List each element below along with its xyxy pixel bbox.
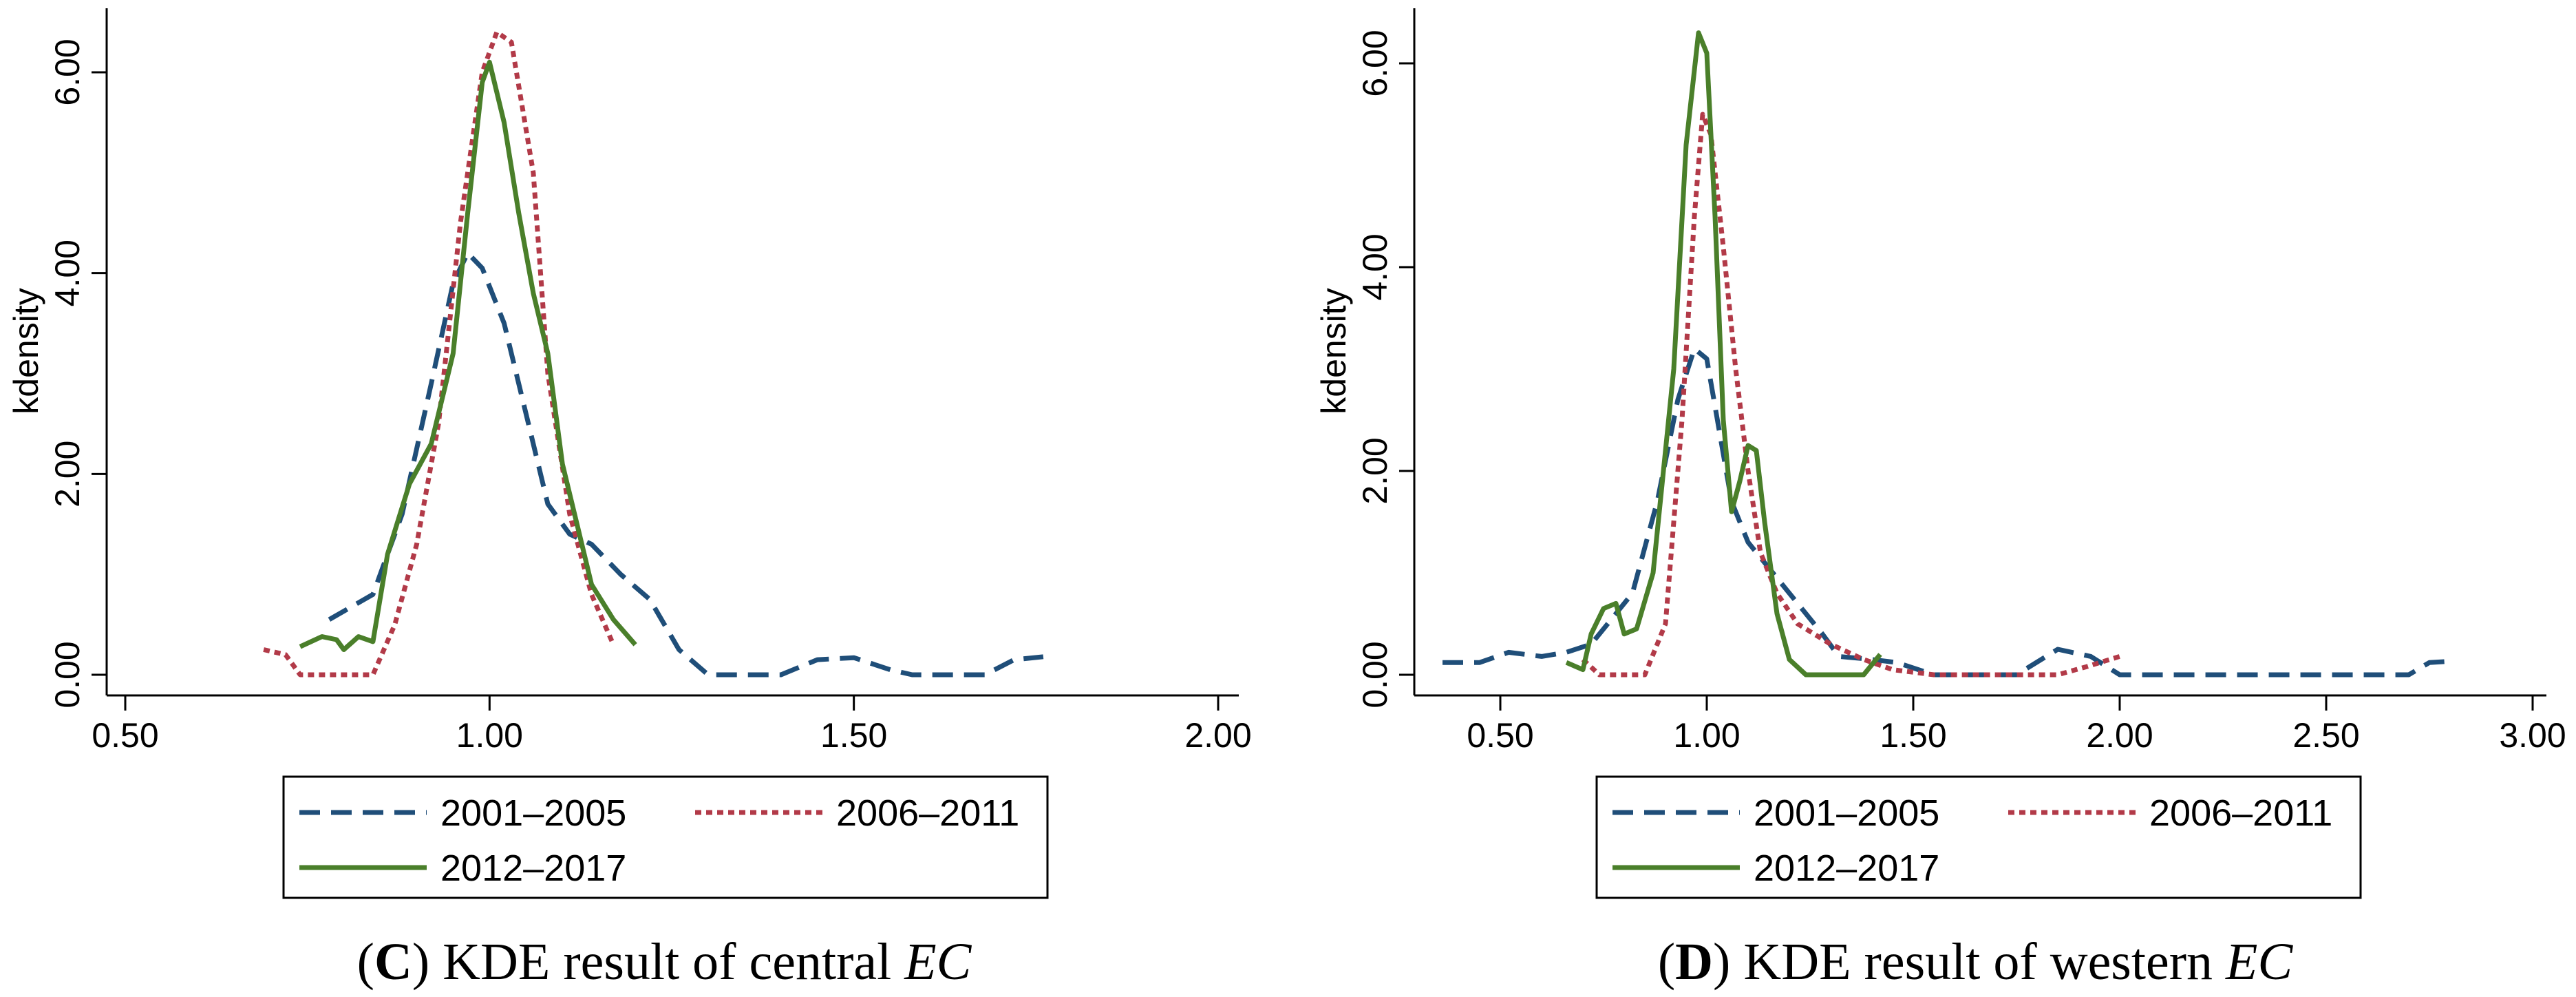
panel-d-x-tick-label-0-50: 0.50: [1467, 716, 1533, 755]
panel-c-legend-box: [282, 775, 1049, 899]
panel-d-legend: 2001–2005 2006–2011 2012–2017: [1595, 775, 2362, 899]
panel-c-x-ticks: 0.50 1.00 1.50 2.00: [92, 695, 1252, 755]
panel-d-x-tick-label-2-00: 2.00: [2086, 716, 2153, 755]
panel-d-y-tick-label-0-00: 0.00: [1356, 641, 1394, 708]
panel-d: 0.50 1.00 1.50 2.00 2.50 3.00 0.00 2.00 4.00 6.0…: [1314, 8, 2566, 991]
panel-d-y-tick-label-6-00: 6.00: [1356, 30, 1394, 96]
panel-d-legend-box: [1595, 775, 2362, 899]
panel-c-series-2001-2005: [328, 251, 1044, 678]
panel-d-y-ticks: 0.00 2.00 4.00 6.00: [1356, 30, 1414, 709]
panel-d-x-tick-label-1-00: 1.00: [1673, 716, 1740, 755]
panel-d-series-2012-2017: [1565, 30, 1882, 678]
panel-d-x-ticks: 0.50 1.00 1.50 2.00 2.50 3.00: [1467, 695, 2566, 755]
panel-d-x-tick-label-2-50: 2.50: [2292, 716, 2359, 755]
panel-c-legend: 2001–2005 2006–2011 2012–2017: [282, 775, 1049, 899]
panel-c-y-tick-label-4-00: 4.00: [48, 240, 87, 306]
panel-d-series-2006-2011: [1581, 112, 2121, 678]
panel-d-y-tick-label-4-00: 4.00: [1356, 233, 1394, 300]
panel-d-y-axis-label: kdensity: [1314, 288, 1353, 414]
panel-c-caption: (C) KDE result of central EC: [357, 933, 972, 991]
panel-c: 0.50 1.00 1.50 2.00 0.00 2.00 4.00 6.00 kdensi…: [7, 8, 1252, 991]
panel-d-legend-label-2012-2017: 2012–2017: [1754, 848, 1939, 889]
panel-d-legend-label-2006-2011: 2006–2011: [2149, 793, 2332, 834]
panel-c-series: [263, 30, 1044, 678]
panel-d-series: [1443, 30, 2447, 678]
panel-d-caption: (D) KDE result of western EC: [1658, 933, 2294, 991]
panel-d-y-tick-label-2-00: 2.00: [1356, 437, 1394, 504]
panel-c-series-2012-2017: [299, 59, 637, 652]
panel-c-y-tick-label-2-00: 2.00: [48, 441, 87, 507]
panel-c-axes: [105, 8, 1239, 697]
panel-c-y-tick-label-0-00: 0.00: [48, 641, 87, 708]
panel-c-legend-label-2006-2011: 2006–2011: [836, 793, 1019, 834]
panel-c-y-tick-label-6-00: 6.00: [48, 39, 87, 105]
panel-d-axes: [1413, 8, 2546, 697]
panel-c-x-tick-label-2-00: 2.00: [1184, 716, 1251, 755]
panel-c-x-tick-label-0-50: 0.50: [92, 716, 158, 755]
panel-c-x-tick-label-1-50: 1.50: [820, 716, 887, 755]
panel-c-legend-label-2012-2017: 2012–2017: [440, 848, 626, 889]
panel-c-x-tick-label-1-00: 1.00: [456, 716, 523, 755]
panel-d-x-tick-label-1-50: 1.50: [1880, 716, 1946, 755]
panel-c-y-axis-label: kdensity: [7, 288, 45, 414]
panel-c-legend-label-2001-2005: 2001–2005: [440, 793, 626, 834]
panel-d-series-2001-2005: [1443, 346, 2447, 678]
panel-c-y-ticks: 0.00 2.00 4.00 6.00: [48, 39, 107, 709]
panel-d-x-tick-label-3-00: 3.00: [2499, 716, 2566, 755]
panel-d-legend-label-2001-2005: 2001–2005: [1754, 793, 1939, 834]
